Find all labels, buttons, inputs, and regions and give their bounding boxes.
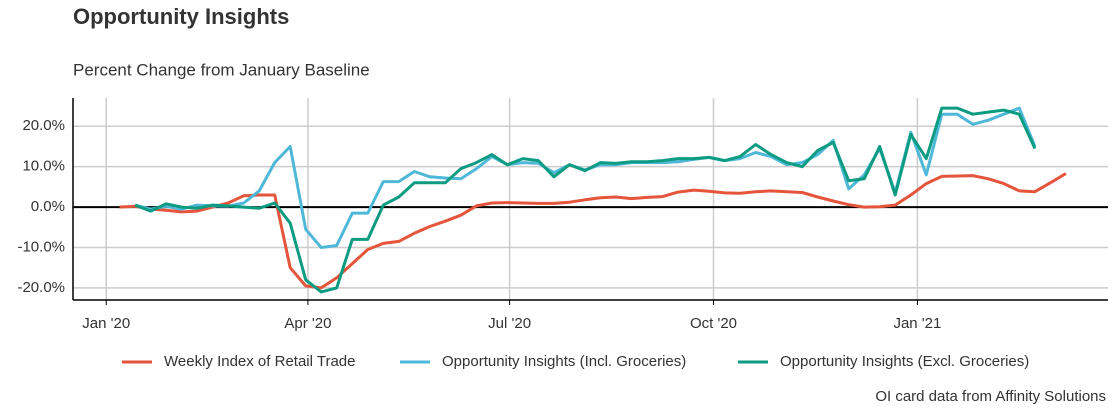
y-tick-label: 10.0% (22, 158, 65, 175)
y-tick-label: -20.0% (17, 279, 65, 296)
x-tick-label: Jan '21 (893, 315, 941, 332)
x-tick-label: Oct '20 (690, 315, 737, 332)
x-tick-label: Jul '20 (488, 315, 531, 332)
caption: OI card data from Affinity Solutions (875, 388, 1106, 405)
legend-label: Opportunity Insights (Incl. Groceries) (442, 353, 686, 370)
series-line (119, 172, 1067, 290)
legend-label: Weekly Index of Retail Trade (164, 353, 355, 370)
x-tick-label: Apr '20 (284, 315, 331, 332)
chart-subtitle: Percent Change from January Baseline (73, 60, 370, 79)
y-tick-label: 0.0% (31, 198, 65, 215)
legend-label: Opportunity Insights (Excl. Groceries) (780, 353, 1029, 370)
x-tick-label: Jan '20 (82, 315, 130, 332)
chart-title: Opportunity Insights (73, 4, 289, 29)
y-tick-label: -10.0% (17, 238, 65, 255)
series-line (134, 106, 1037, 294)
y-tick-label: 20.0% (22, 117, 65, 134)
